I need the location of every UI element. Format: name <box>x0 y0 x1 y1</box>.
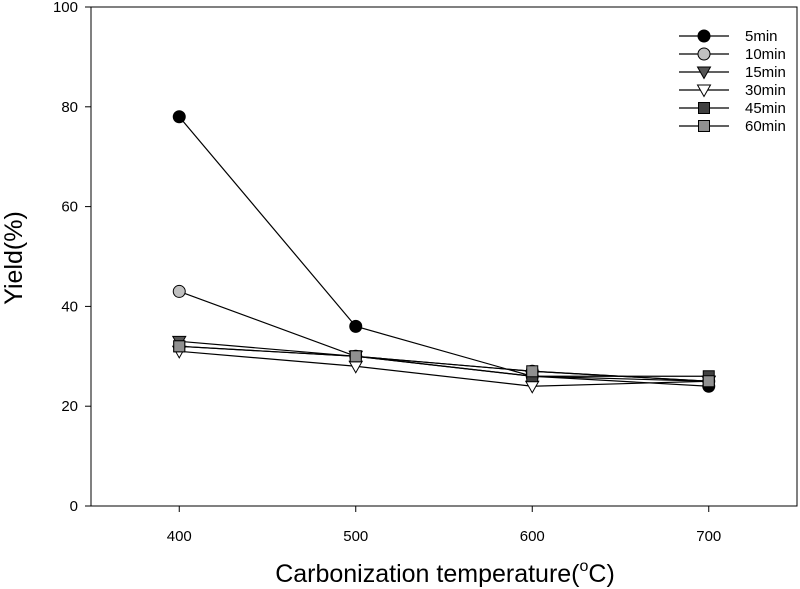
legend-label: 30min <box>745 82 786 99</box>
x-axis-title-main: Carbonization temperature( <box>275 560 580 588</box>
legend-marker <box>698 102 710 114</box>
y-tick-label: 0 <box>70 498 78 515</box>
series-lines <box>178 116 709 387</box>
legend-marker <box>697 29 711 43</box>
legend-marker <box>696 84 712 98</box>
series-line-5min <box>178 116 709 387</box>
legend-label: 45min <box>745 100 786 117</box>
data-point-10min <box>172 284 186 298</box>
y-tick-label: 60 <box>61 199 78 216</box>
y-tick-label: 80 <box>61 99 78 116</box>
series-line-30min <box>179 350 709 387</box>
x-tick-label: 600 <box>520 528 545 545</box>
y-tick-label: 100 <box>53 0 78 16</box>
plot-frame <box>90 6 798 507</box>
legend-item-45min: 45min <box>679 100 786 117</box>
data-point-60min <box>526 365 539 378</box>
legend-label: 15min <box>745 64 786 81</box>
legend-marker <box>696 66 712 80</box>
data-point-5min <box>172 110 186 124</box>
x-axis-title: Carbonization temperature(oC) <box>275 558 615 588</box>
x-axis-title-superscript: o <box>580 558 589 575</box>
data-point-30min <box>524 380 540 394</box>
legend-item-10min: 10min <box>679 46 786 63</box>
legend-marker <box>698 120 710 132</box>
legend-item-60min: 60min <box>679 118 786 135</box>
x-tick-label: 400 <box>167 528 192 545</box>
y-axis: 0 20 40 60 80 100 <box>53 0 91 515</box>
x-axis-title-suffix: C) <box>588 560 614 588</box>
legend-item-15min: 15min <box>679 64 786 81</box>
legend-label: 5min <box>745 28 778 45</box>
data-point-60min <box>173 340 186 353</box>
y-axis-title: Yield(%) <box>0 211 28 305</box>
legend-label: 10min <box>745 46 786 63</box>
series-line-60min <box>179 345 709 382</box>
y-tick-label: 20 <box>61 398 78 415</box>
y-tick-label: 40 <box>61 298 78 315</box>
series-line-15min <box>179 340 709 382</box>
legend-label: 60min <box>745 118 786 135</box>
legend-item-5min: 5min <box>679 28 778 45</box>
x-axis: 400 500 600 700 <box>167 506 721 545</box>
data-point-60min <box>349 350 362 363</box>
data-point-5min <box>349 319 363 333</box>
legend-item-30min: 30min <box>679 82 786 99</box>
x-tick-label: 500 <box>343 528 368 545</box>
data-point-60min <box>702 375 715 388</box>
x-tick-label: 700 <box>696 528 721 545</box>
series-layer <box>171 110 717 394</box>
legend-marker <box>697 47 711 61</box>
series-line-10min <box>179 290 709 382</box>
series-markers <box>171 110 717 394</box>
